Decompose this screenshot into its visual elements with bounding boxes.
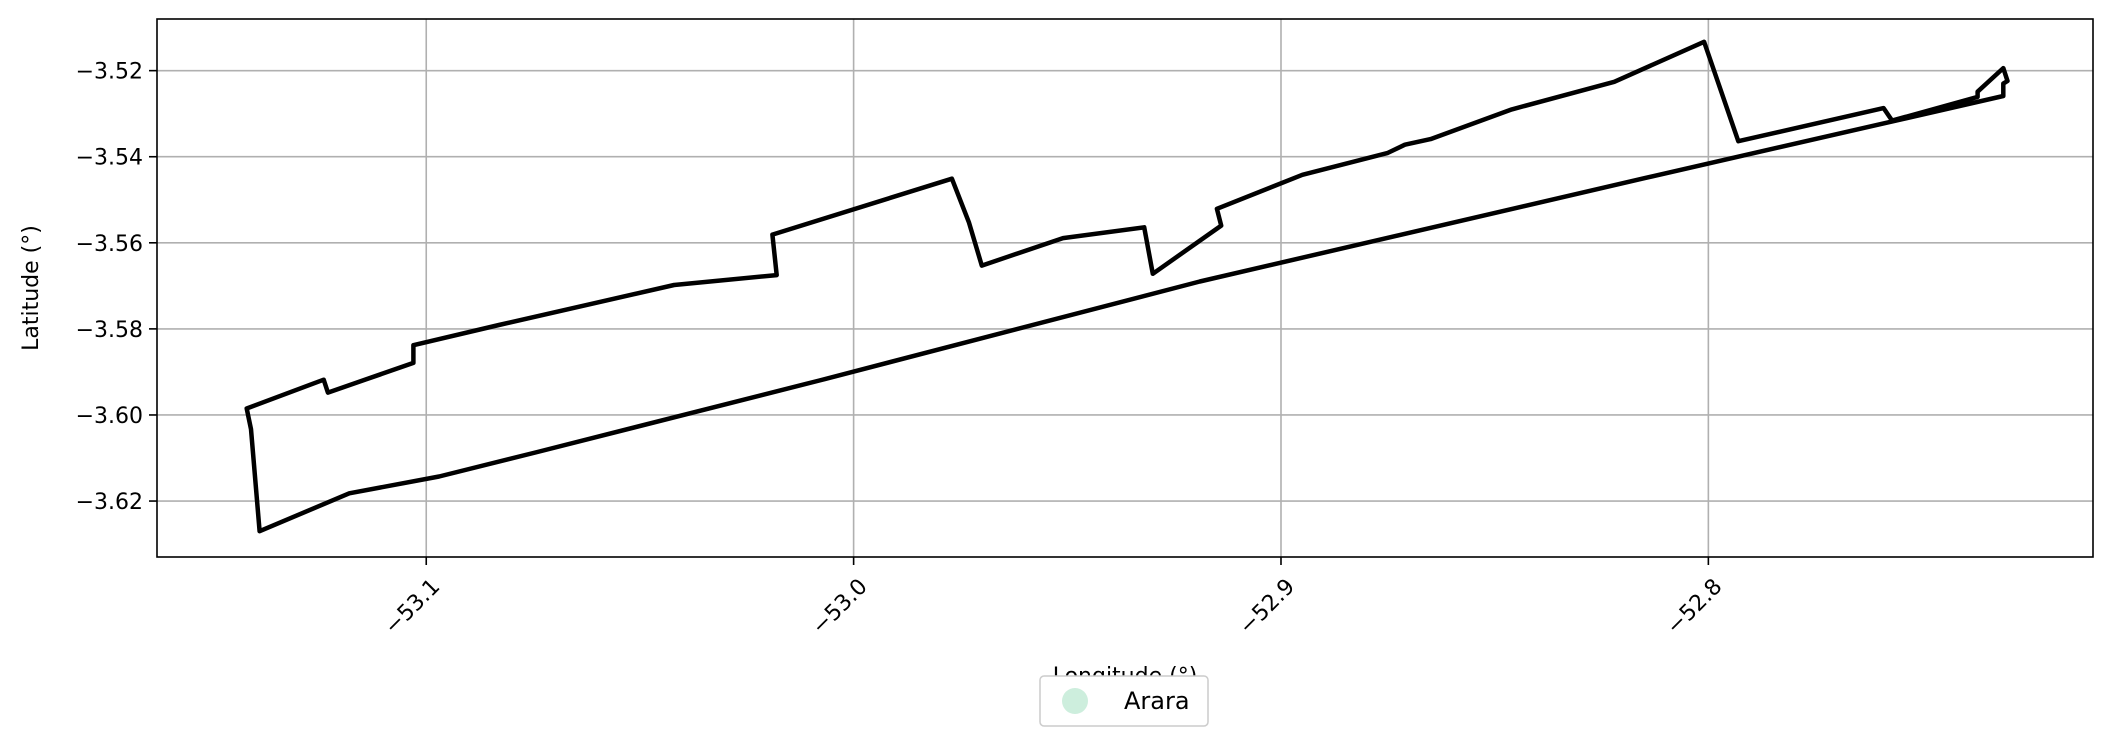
- legend-label: Arara: [1124, 687, 1190, 715]
- y-tick-label-4: −3.60: [76, 404, 143, 429]
- legend: Arara: [1039, 675, 1209, 727]
- y-tick-label-3: −3.58: [76, 318, 143, 343]
- y-tick-label-0: −3.52: [76, 60, 143, 85]
- plot-frame: [156, 18, 2094, 558]
- y-tick-label-2: −3.56: [76, 232, 143, 257]
- y-axis: −3.52 −3.54 −3.56 −3.58 −3.60 −3.62: [76, 60, 157, 515]
- legend-marker: [1062, 688, 1088, 714]
- legend-box: [1039, 675, 1209, 727]
- y-tick-label-1: −3.54: [76, 146, 143, 171]
- series-outline-0: [244, 39, 2010, 534]
- series-layer: [244, 39, 2010, 534]
- grid: [157, 19, 2093, 557]
- y-axis-label: Latitude (°): [19, 225, 44, 351]
- y-tick-label-5: −3.62: [76, 490, 143, 515]
